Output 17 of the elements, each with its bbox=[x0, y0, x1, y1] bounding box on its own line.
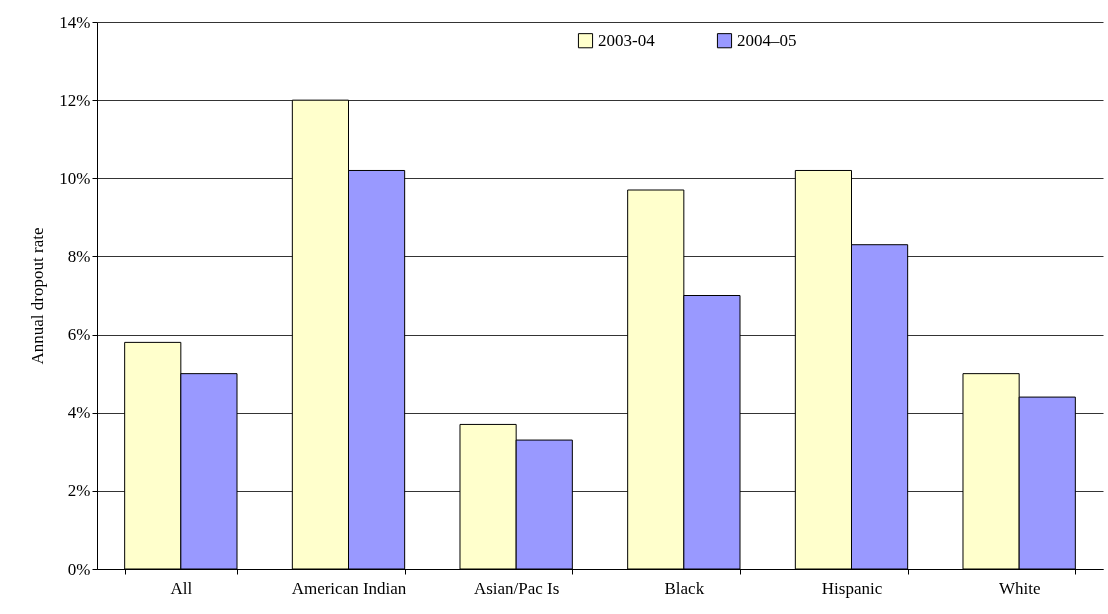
y-tick-label: 10% bbox=[59, 168, 91, 188]
y-tick-label: 6% bbox=[67, 325, 91, 345]
y-tick-label: 12% bbox=[59, 90, 91, 110]
y-tick-label: 14% bbox=[59, 12, 91, 32]
y-tick-label: 2% bbox=[67, 481, 91, 501]
legend-label: 2004–05 bbox=[737, 30, 797, 50]
x-tick-label: American Indian bbox=[291, 578, 407, 598]
x-tick-label: White bbox=[998, 578, 1041, 598]
y-tick-label: 8% bbox=[67, 246, 91, 266]
y-tick-label: 0% bbox=[67, 559, 91, 579]
x-tick-label: Hispanic bbox=[821, 578, 883, 598]
y-axis-title: Annual dropout rate bbox=[28, 227, 48, 365]
x-tick-label: Asian/Pac Is bbox=[473, 578, 560, 598]
y-tick-label: 4% bbox=[67, 403, 91, 423]
x-tick-label: Black bbox=[664, 578, 705, 598]
legend-label: 2003-04 bbox=[598, 30, 656, 50]
x-tick-label: All bbox=[170, 578, 193, 598]
